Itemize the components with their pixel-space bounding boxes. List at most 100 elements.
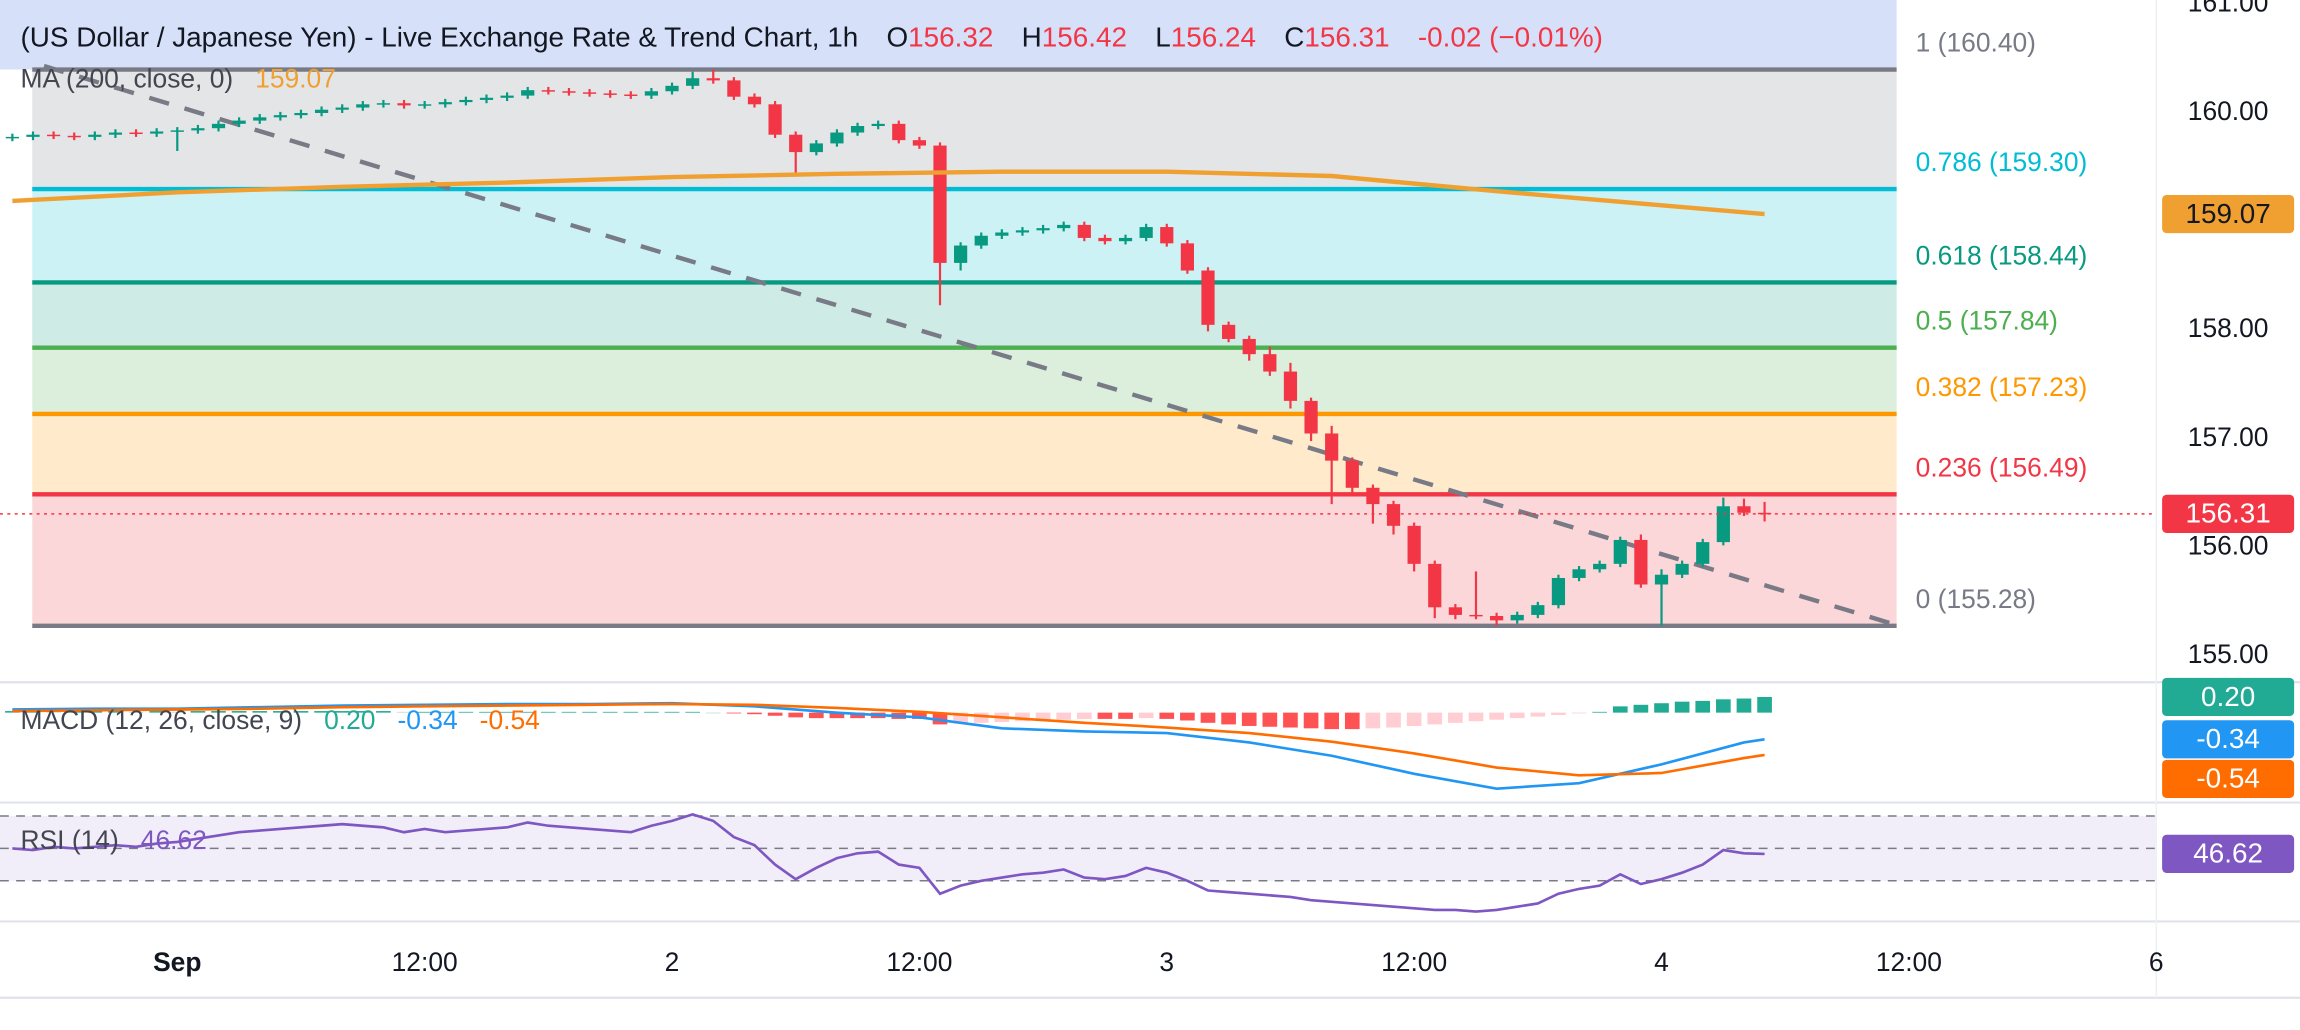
rsi-value: 46.62 bbox=[141, 825, 207, 855]
ohlc-value: 156.24 bbox=[1171, 22, 1256, 53]
macd-histogram-bar bbox=[5, 711, 20, 713]
candle-body bbox=[1675, 563, 1689, 575]
macd-histogram-bar bbox=[252, 711, 268, 713]
candle-body bbox=[1057, 224, 1071, 229]
macd-histogram-bar bbox=[376, 711, 391, 713]
candle-body bbox=[376, 103, 391, 105]
macd-histogram-bar bbox=[1654, 703, 1669, 713]
candle-body bbox=[170, 130, 184, 132]
macd-histogram-bar bbox=[1592, 711, 1607, 713]
candle-body bbox=[1428, 563, 1442, 608]
candle-body bbox=[150, 131, 164, 134]
macd-histogram-bar bbox=[1015, 712, 1030, 722]
macd-histogram-bar bbox=[1736, 698, 1752, 713]
candle-body bbox=[5, 136, 19, 139]
candle-body bbox=[747, 96, 762, 105]
macd-histogram-bar bbox=[705, 712, 721, 714]
candle-body bbox=[995, 232, 1009, 236]
fib-extension-band bbox=[0, 0, 1897, 70]
macd-histogram-bar bbox=[1757, 696, 1772, 713]
macd-name: MACD (12, 26, close, 9) bbox=[21, 705, 303, 735]
candle-body bbox=[500, 95, 514, 98]
signal-value: -0.54 bbox=[480, 705, 540, 735]
candle-body bbox=[1737, 506, 1751, 513]
candle-body bbox=[1036, 228, 1050, 231]
candle-body bbox=[418, 104, 432, 106]
signal-line bbox=[12, 702, 1765, 777]
candle-body bbox=[912, 140, 926, 146]
macd-histogram-bar bbox=[1489, 712, 1504, 720]
macd-histogram-bar bbox=[1406, 712, 1422, 726]
fib-label: 1 (160.40) bbox=[1916, 28, 2036, 58]
ma-line bbox=[12, 169, 1765, 217]
macd-histogram-bar bbox=[664, 711, 680, 713]
trend-line bbox=[43, 63, 1898, 628]
macd-histogram-bar bbox=[1509, 712, 1525, 719]
macd-histogram-bar bbox=[128, 711, 144, 713]
candle-body bbox=[459, 99, 473, 103]
candle-body bbox=[191, 128, 205, 131]
rsi-legend: RSI (14) 46.62 bbox=[21, 825, 207, 855]
macd-line bbox=[12, 701, 1765, 790]
macd-histogram-bar bbox=[973, 712, 989, 723]
candle-body bbox=[644, 91, 659, 96]
macd-histogram-bar bbox=[561, 711, 577, 713]
ohlc-key: O bbox=[887, 22, 909, 53]
candle-body bbox=[871, 123, 885, 127]
y-tick-label: 155.00 bbox=[2188, 639, 2269, 669]
macd-histogram-bar bbox=[685, 711, 700, 713]
macd-histogram-bar bbox=[396, 711, 412, 713]
macd-histogram-bar bbox=[1571, 712, 1587, 714]
candle-body bbox=[438, 102, 452, 105]
ohlc-value: 156.31 bbox=[1304, 22, 1389, 53]
series-layer bbox=[0, 69, 2157, 913]
macd-histogram-bar bbox=[314, 711, 329, 713]
macd-histogram-bar bbox=[190, 711, 206, 713]
macd-histogram-bar bbox=[1076, 712, 1092, 719]
macd-histogram-bar bbox=[541, 711, 556, 713]
macd-histogram-bar bbox=[623, 711, 639, 713]
fib-band bbox=[32, 282, 1897, 348]
rsi-line bbox=[12, 813, 1765, 913]
candle-body bbox=[624, 94, 638, 96]
macd-histogram-bar bbox=[912, 712, 927, 719]
candle-body bbox=[974, 235, 988, 246]
ohlc-key: H bbox=[1022, 22, 1042, 53]
macd-histogram-bar bbox=[1035, 712, 1051, 721]
candle-body bbox=[253, 117, 267, 121]
candle-body bbox=[397, 103, 411, 106]
candle-body bbox=[1654, 574, 1669, 585]
candle-body bbox=[1098, 237, 1112, 242]
candle-body bbox=[809, 143, 823, 153]
x-tick-label: 12:00 bbox=[1876, 947, 1942, 977]
macd-histogram-bar bbox=[1551, 712, 1566, 715]
candle-body bbox=[211, 123, 226, 129]
ohlc-key: L bbox=[1155, 22, 1170, 53]
x-tick-label: 12:00 bbox=[886, 947, 952, 977]
macd-histogram-bar bbox=[808, 712, 824, 719]
candle-body bbox=[562, 91, 576, 93]
candle-body bbox=[1222, 324, 1236, 339]
candle-body bbox=[582, 92, 597, 94]
macd-histogram-bar bbox=[231, 711, 247, 713]
candle-body bbox=[892, 123, 906, 141]
price-box bbox=[2162, 720, 2295, 759]
price-box bbox=[2162, 494, 2295, 533]
macd-histogram-bar bbox=[1344, 712, 1360, 730]
macd-histogram-bar bbox=[1633, 704, 1649, 713]
candle-body bbox=[1469, 614, 1483, 617]
macd-histogram-bar bbox=[1262, 712, 1278, 727]
macd-histogram-bar bbox=[953, 712, 968, 724]
x-tick-label: 6 bbox=[2149, 947, 2164, 977]
candle-body bbox=[1015, 230, 1030, 233]
macd-histogram-bar bbox=[1056, 712, 1072, 720]
macd-histogram-bar bbox=[1221, 712, 1236, 725]
candle-body bbox=[1510, 614, 1524, 621]
candle-body bbox=[232, 120, 246, 124]
price-box-label: -0.34 bbox=[2196, 723, 2259, 754]
macd-histogram-bar bbox=[602, 711, 618, 713]
fib-band bbox=[32, 347, 1897, 414]
candle-body bbox=[768, 104, 782, 135]
candle-body bbox=[1325, 433, 1339, 461]
